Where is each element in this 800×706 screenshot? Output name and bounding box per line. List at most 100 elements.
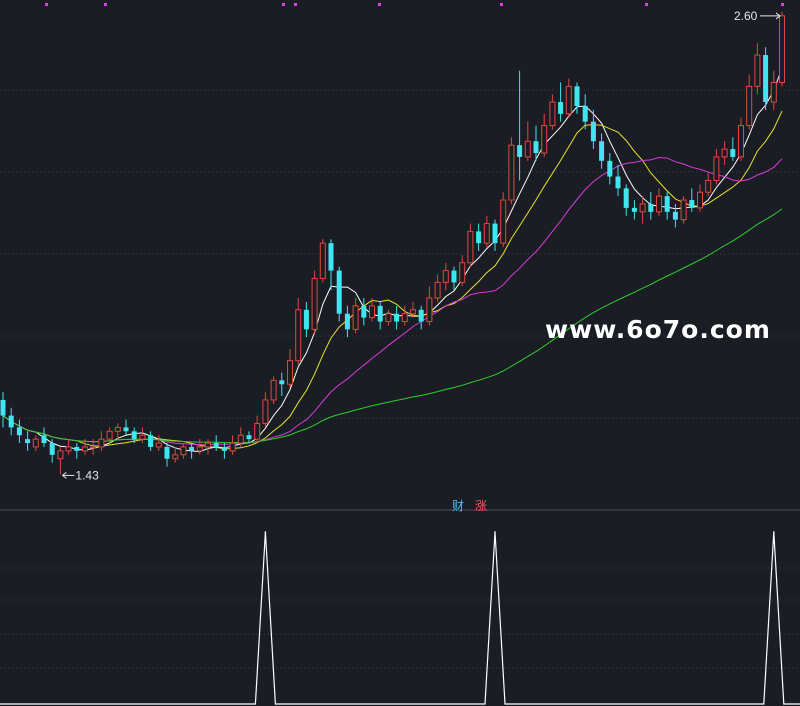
candle xyxy=(558,82,564,122)
candle xyxy=(664,192,670,220)
candle xyxy=(279,372,285,397)
candle xyxy=(344,305,350,338)
candle xyxy=(442,262,449,291)
candle xyxy=(517,70,523,181)
candle xyxy=(361,298,367,326)
candle xyxy=(434,274,441,302)
candle-body-down xyxy=(394,313,400,322)
candle xyxy=(25,431,31,451)
candle-body-up xyxy=(549,101,556,127)
candle xyxy=(303,301,309,338)
candle xyxy=(779,11,785,87)
grid-lines xyxy=(0,89,800,669)
candle-body-up xyxy=(90,446,97,449)
candle xyxy=(451,266,457,291)
candle xyxy=(90,439,97,455)
candle xyxy=(221,443,227,459)
candle-body-down xyxy=(123,427,129,432)
candle xyxy=(287,348,293,389)
candle xyxy=(582,94,588,130)
top-marker-0 xyxy=(45,3,48,6)
candle-body-down xyxy=(763,55,769,103)
candle-body-down xyxy=(213,443,219,447)
candle xyxy=(721,141,728,165)
candle xyxy=(229,435,236,455)
candle xyxy=(32,435,39,451)
candle-body-up xyxy=(442,270,449,283)
candle xyxy=(410,301,416,318)
candle xyxy=(574,82,580,114)
candle xyxy=(196,439,203,455)
top-marker-2 xyxy=(282,3,285,6)
candle xyxy=(746,74,753,130)
candle-body-down xyxy=(246,435,252,440)
candle-body-down xyxy=(689,200,695,208)
candle-body-down xyxy=(492,223,498,244)
candle xyxy=(656,188,662,216)
ma-short-line xyxy=(2,68,783,453)
annotations: 2.60 1.43 xyxy=(62,9,781,482)
candle-body-up xyxy=(483,223,490,244)
candle-body-down xyxy=(0,399,6,416)
candle xyxy=(180,443,187,459)
candle xyxy=(705,172,712,197)
candle-body-up xyxy=(180,446,187,456)
candle xyxy=(565,78,572,118)
candle xyxy=(492,219,498,251)
indicator-spike-0 xyxy=(264,531,267,533)
candle xyxy=(631,200,637,220)
indicator-spike-2 xyxy=(773,531,775,533)
candle xyxy=(213,435,219,451)
candle xyxy=(467,223,474,267)
candle xyxy=(697,184,703,212)
high-price-label: 2.60 xyxy=(734,9,758,23)
top-marker-7 xyxy=(781,3,784,6)
candle-body-up xyxy=(697,191,703,209)
candles xyxy=(0,11,785,475)
candle-body-up xyxy=(705,179,712,193)
candle xyxy=(763,47,769,110)
candle-body-up xyxy=(98,438,105,448)
candle-body-down xyxy=(476,231,482,244)
candle-body-up xyxy=(287,360,293,385)
candle-body-up xyxy=(401,313,408,323)
candle xyxy=(82,439,88,455)
low-arrow-head xyxy=(62,472,67,479)
candle-body-down xyxy=(49,443,55,455)
candle xyxy=(189,443,195,459)
candle-body-down xyxy=(590,121,596,142)
candle-body-up xyxy=(262,399,269,424)
candle-body-down xyxy=(558,102,564,114)
candle-body-down xyxy=(336,270,342,314)
candle-body-down xyxy=(164,446,170,459)
candle xyxy=(500,192,507,248)
candle-body-up xyxy=(32,438,39,448)
candle-body-down xyxy=(664,196,670,212)
candle xyxy=(418,305,424,330)
candle-body-up xyxy=(426,297,433,323)
watermark-text: www.6o7o.com xyxy=(545,315,771,344)
candle-body-up xyxy=(434,281,441,299)
candle-body-down xyxy=(631,207,637,212)
candle-body-up xyxy=(385,313,392,323)
top-marker-6 xyxy=(645,3,648,6)
candle xyxy=(262,392,269,428)
candle-body-up xyxy=(459,262,466,283)
candle-body-down xyxy=(361,305,367,318)
candle-body-down xyxy=(377,305,383,322)
candle-body-up xyxy=(139,434,146,440)
candle-body-up xyxy=(57,450,64,460)
candle-body-down xyxy=(25,439,31,444)
candle xyxy=(98,431,105,451)
candle-body-up xyxy=(311,277,318,330)
candle xyxy=(41,427,47,447)
candle xyxy=(352,298,359,334)
candle xyxy=(139,427,146,444)
candle xyxy=(254,415,261,444)
candle-body-up xyxy=(229,442,236,452)
candle xyxy=(738,117,744,161)
candle-body-up xyxy=(565,85,572,115)
candle-body-up xyxy=(541,125,548,154)
candle-body-up xyxy=(770,81,777,103)
